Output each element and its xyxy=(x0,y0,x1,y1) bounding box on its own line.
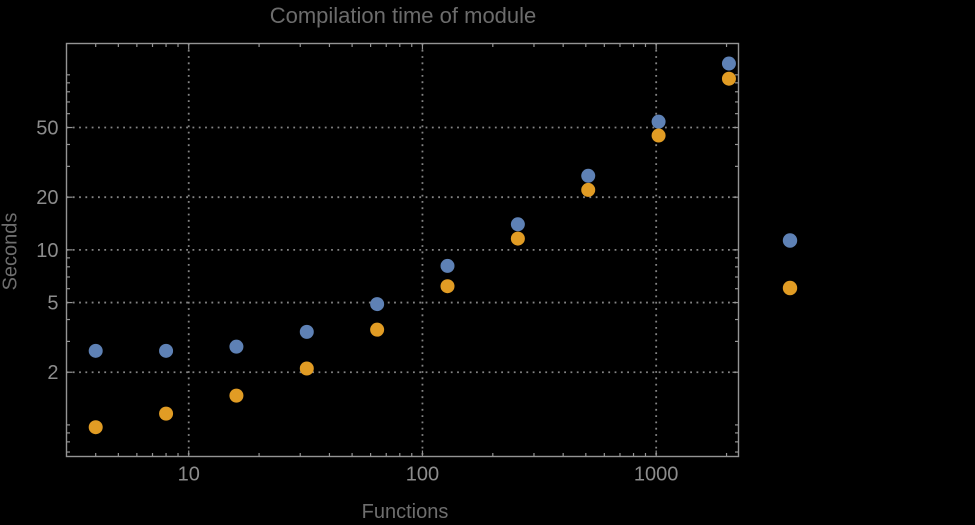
data-point-blue xyxy=(229,339,244,354)
data-point-orange xyxy=(581,182,596,197)
data-point-blue xyxy=(581,168,596,183)
plot-title: Compilation time of module xyxy=(269,3,537,28)
data-point-blue xyxy=(440,258,455,273)
x-tick-label: 100 xyxy=(406,464,439,486)
y-tick-label: 5 xyxy=(47,293,58,315)
data-point-orange xyxy=(229,388,244,403)
data-point-blue xyxy=(299,324,314,339)
data-point-orange xyxy=(440,279,455,294)
data-point-blue xyxy=(651,114,666,129)
data-point-orange xyxy=(721,71,736,86)
data-point-orange xyxy=(510,231,525,246)
y-axis-label: Seconds xyxy=(0,212,22,291)
data-point-orange xyxy=(88,420,103,435)
data-point-orange xyxy=(299,361,314,376)
y-tick-label: 2 xyxy=(47,362,58,384)
data-point-blue xyxy=(370,297,385,312)
data-point-blue xyxy=(159,343,174,358)
data-point-blue xyxy=(510,217,525,232)
x-axis-label: Functions xyxy=(361,501,449,523)
data-point-blue xyxy=(88,343,103,358)
y-tick-label: 20 xyxy=(36,187,58,209)
legend-marker-1 xyxy=(782,233,798,248)
x-tick-label: 10 xyxy=(178,464,200,486)
legend-marker-2 xyxy=(782,280,798,296)
x-tick-label: 1000 xyxy=(634,464,679,486)
data-point-blue xyxy=(721,56,736,71)
y-tick-label: 10 xyxy=(36,240,58,262)
data-point-orange xyxy=(651,128,666,143)
data-point-orange xyxy=(370,322,385,337)
y-tick-label: 50 xyxy=(36,118,58,140)
data-point-orange xyxy=(159,406,174,421)
